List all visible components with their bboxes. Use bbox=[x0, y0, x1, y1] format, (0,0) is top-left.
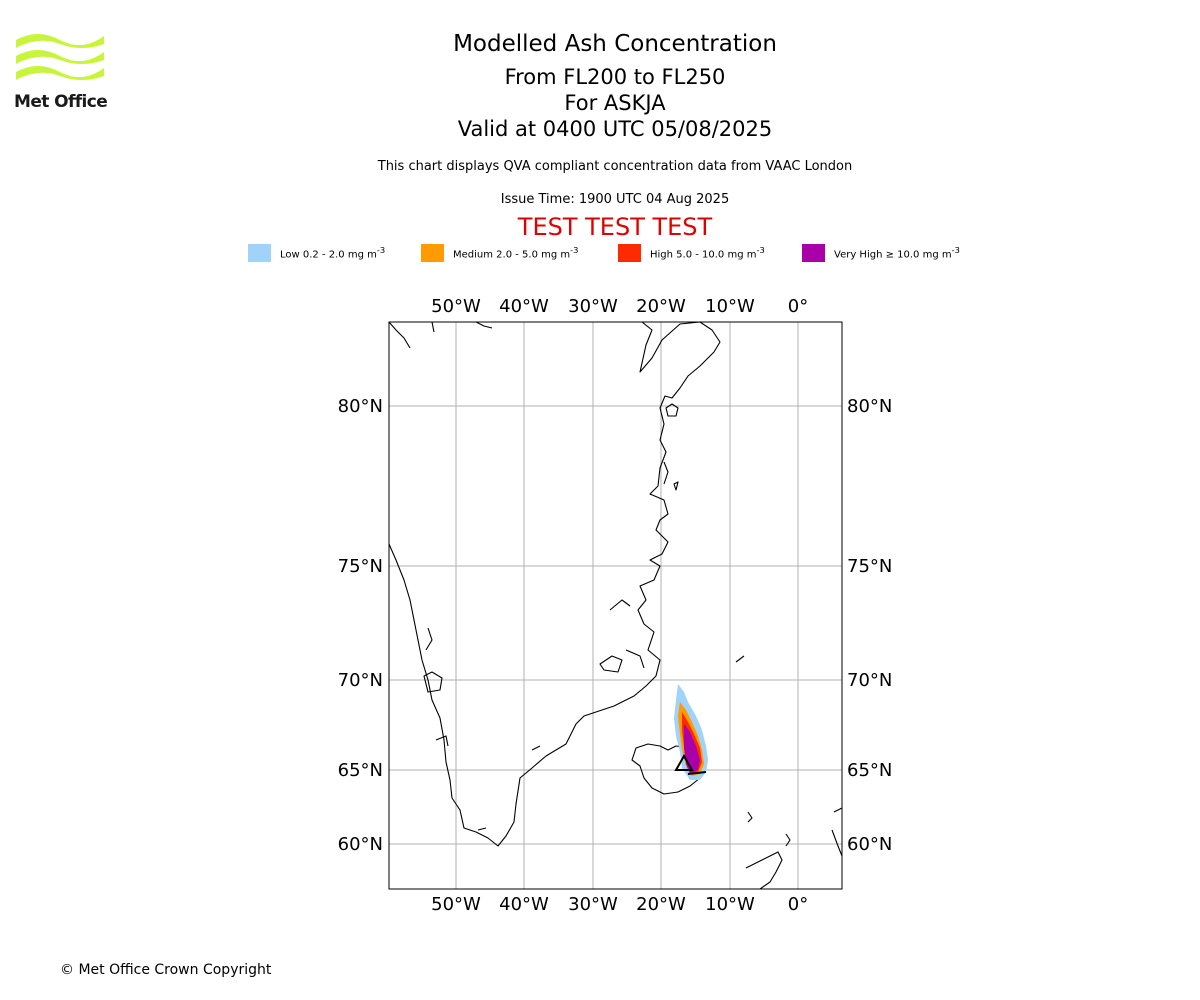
legend-swatch-high bbox=[618, 244, 641, 262]
issue-time: Issue Time: 1900 UTC 04 Aug 2025 bbox=[500, 192, 730, 207]
lon-tick-top-50w: 50°W bbox=[431, 296, 481, 317]
legend-label-very-high: Very High ≥ 10.0 mg m-3 bbox=[834, 245, 960, 261]
test-banner: TEST TEST TEST bbox=[517, 213, 713, 241]
lon-tick-bottom-40w: 40°W bbox=[499, 894, 549, 915]
legend-swatch-very-high bbox=[802, 244, 825, 262]
lon-tick-bottom-20w: 20°W bbox=[636, 894, 686, 915]
lat-tick-right-80n: 80°N bbox=[847, 396, 892, 417]
lat-tick-right-65n: 65°N bbox=[847, 760, 892, 781]
legend-item-high: High 5.0 - 10.0 mg m-3 bbox=[618, 244, 765, 262]
legend-item-very-high: Very High ≥ 10.0 mg m-3 bbox=[802, 244, 960, 262]
lat-tick-right-75n: 75°N bbox=[847, 556, 892, 577]
legend-swatch-low bbox=[248, 244, 271, 262]
legend-label-low: Low 0.2 - 2.0 mg m-3 bbox=[280, 245, 386, 261]
valid-time: Valid at 0400 UTC 05/08/2025 bbox=[457, 117, 773, 141]
lat-tick-right-60n: 60°N bbox=[847, 834, 892, 855]
lon-tick-bottom-30w: 30°W bbox=[568, 894, 618, 915]
legend-swatch-medium bbox=[421, 244, 444, 262]
lon-tick-bottom-10w: 10°W bbox=[705, 894, 755, 915]
legend-label-high: High 5.0 - 10.0 mg m-3 bbox=[650, 245, 765, 261]
map-frame bbox=[388, 321, 843, 890]
lon-tick-top-30w: 30°W bbox=[568, 296, 618, 317]
lat-tick-left-80n: 80°N bbox=[338, 396, 383, 417]
lat-tick-left-60n: 60°N bbox=[338, 834, 383, 855]
chart-title: Modelled Ash Concentration bbox=[453, 31, 777, 57]
askja-volcano-icon bbox=[674, 753, 694, 771]
met-office-wave-logo-icon bbox=[16, 34, 104, 80]
greenland-coastline bbox=[389, 322, 721, 847]
lon-tick-top-40w: 40°W bbox=[499, 296, 549, 317]
copyright-notice: © Met Office Crown Copyright bbox=[60, 962, 272, 978]
legend-item-low: Low 0.2 - 2.0 mg m-3 bbox=[248, 244, 385, 262]
map-gridlines bbox=[389, 322, 842, 889]
lon-tick-top-0: 0° bbox=[788, 296, 808, 317]
lat-tick-right-70n: 70°N bbox=[847, 670, 892, 691]
flight-levels: From FL200 to FL250 bbox=[504, 65, 726, 89]
chart-subtitle: This chart displays QVA compliant concen… bbox=[377, 159, 853, 174]
lat-tick-left-75n: 75°N bbox=[338, 556, 383, 577]
lon-tick-top-10w: 10°W bbox=[705, 296, 755, 317]
legend-label-medium: Medium 2.0 - 5.0 mg m-3 bbox=[453, 245, 579, 261]
volcano-name: For ASKJA bbox=[564, 91, 666, 115]
lat-tick-left-70n: 70°N bbox=[338, 670, 383, 691]
lat-tick-left-65n: 65°N bbox=[338, 760, 383, 781]
lon-tick-bottom-0: 0° bbox=[788, 894, 808, 915]
legend-item-medium: Medium 2.0 - 5.0 mg m-3 bbox=[421, 244, 578, 262]
lon-tick-bottom-50w: 50°W bbox=[431, 894, 481, 915]
lon-tick-top-20w: 20°W bbox=[636, 296, 686, 317]
met-office-logo-text: Met Office bbox=[14, 92, 108, 112]
